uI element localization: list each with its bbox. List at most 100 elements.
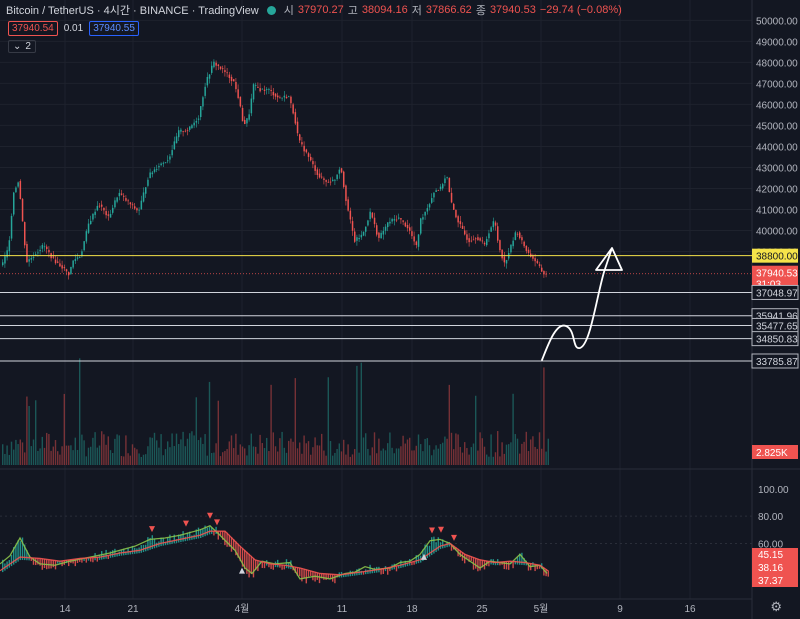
volume-bar bbox=[39, 448, 41, 465]
volume-bar bbox=[530, 439, 532, 465]
indicators-toggle-button[interactable]: ⌄ 2 bbox=[8, 40, 36, 53]
rsi-bar bbox=[345, 573, 347, 577]
candle bbox=[87, 223, 90, 233]
candle bbox=[118, 192, 121, 197]
volume-bar bbox=[508, 444, 510, 465]
candle bbox=[112, 207, 114, 213]
volume-bar bbox=[252, 446, 255, 465]
volume-bar bbox=[384, 450, 387, 465]
candle bbox=[442, 184, 444, 189]
volume-bar bbox=[171, 433, 173, 465]
candle bbox=[175, 136, 178, 144]
rsi-bar bbox=[279, 564, 281, 568]
volume-bar bbox=[459, 447, 461, 465]
time-tick-label: 11 bbox=[337, 604, 348, 615]
sell-button[interactable]: 37940.54 bbox=[8, 21, 58, 36]
candle bbox=[246, 118, 248, 124]
volume-bar bbox=[94, 432, 96, 465]
candle bbox=[182, 131, 184, 133]
time-tick-label: 16 bbox=[684, 604, 696, 615]
rsi-bar bbox=[547, 570, 549, 577]
candle bbox=[222, 68, 224, 70]
volume-bar bbox=[149, 437, 151, 465]
rsi-bar bbox=[250, 555, 252, 575]
candle bbox=[382, 230, 385, 235]
price-tick-label: 47000.00 bbox=[756, 79, 798, 90]
rsi-bar bbox=[206, 527, 208, 536]
volume-bar bbox=[79, 358, 81, 465]
rsi-value-box bbox=[752, 574, 798, 587]
candle bbox=[129, 202, 132, 205]
candle bbox=[448, 177, 451, 193]
candle bbox=[497, 226, 499, 241]
candle bbox=[457, 216, 459, 223]
rsi-series-line bbox=[0, 524, 548, 580]
candle bbox=[499, 240, 501, 251]
volume-bar bbox=[541, 448, 543, 465]
rsi-bar bbox=[39, 558, 41, 566]
candle bbox=[329, 181, 332, 183]
volume-bar bbox=[332, 455, 334, 465]
volume-bar bbox=[422, 451, 424, 465]
rsi-bar bbox=[169, 534, 171, 545]
volume-bar bbox=[195, 397, 197, 465]
level-label: 37048.97 bbox=[756, 288, 798, 299]
rsi-bar bbox=[455, 547, 457, 551]
rsi-bar bbox=[318, 573, 321, 584]
volume-bar bbox=[140, 456, 142, 465]
volume-bar bbox=[483, 446, 486, 465]
rsi-bar bbox=[140, 545, 142, 553]
volume-bar bbox=[17, 444, 19, 465]
volume-bar bbox=[61, 446, 63, 465]
gear-icon[interactable]: ⚙ bbox=[770, 599, 782, 614]
volume-bar bbox=[241, 446, 244, 465]
rsi-bar bbox=[32, 557, 35, 565]
volume-bar bbox=[453, 449, 455, 465]
rsi-bar bbox=[147, 537, 149, 551]
candle bbox=[200, 106, 202, 118]
candle bbox=[202, 97, 204, 107]
candle bbox=[415, 241, 418, 245]
volume-bar bbox=[365, 433, 367, 465]
price-tick-label: 45000.00 bbox=[756, 121, 798, 132]
candle bbox=[387, 222, 389, 228]
candle bbox=[543, 271, 545, 275]
candle bbox=[472, 239, 475, 241]
rsi-bar bbox=[191, 535, 193, 540]
candle bbox=[158, 166, 160, 168]
candle bbox=[503, 256, 506, 263]
candle bbox=[142, 192, 145, 202]
candle bbox=[193, 122, 195, 126]
candle bbox=[358, 237, 360, 240]
volume-bar bbox=[134, 447, 136, 465]
rsi-bar bbox=[83, 558, 85, 561]
market-status-icon bbox=[266, 5, 276, 15]
candle bbox=[28, 259, 30, 262]
rsi-bar bbox=[131, 545, 134, 555]
candle bbox=[237, 89, 239, 98]
rsi-bar bbox=[92, 557, 94, 563]
candle bbox=[261, 88, 264, 90]
low-label: 저 bbox=[411, 5, 422, 17]
rsi-bar bbox=[347, 572, 349, 577]
volume-bar bbox=[30, 446, 32, 465]
rsi-bar bbox=[103, 554, 105, 560]
volume-bar bbox=[279, 438, 281, 465]
rsi-bar bbox=[164, 541, 167, 546]
volume-bar bbox=[59, 454, 61, 465]
candle bbox=[305, 149, 308, 153]
buy-button[interactable]: 37940.55 bbox=[89, 21, 139, 36]
volume-bar bbox=[292, 441, 294, 465]
rsi-bar bbox=[519, 553, 521, 565]
candle bbox=[189, 126, 191, 130]
indicator-count: 2 bbox=[25, 41, 31, 52]
rsi-bar bbox=[189, 531, 191, 541]
symbol-title[interactable]: Bitcoin / TetherUS · 4시간 · BINANCE · Tra… bbox=[6, 5, 259, 17]
rsi-bar bbox=[431, 537, 433, 556]
volume-bar bbox=[481, 438, 483, 465]
rsi-bar bbox=[433, 536, 435, 554]
rsi-bar bbox=[380, 569, 382, 575]
volume-bar bbox=[402, 435, 404, 465]
rsi-bar bbox=[508, 561, 510, 570]
